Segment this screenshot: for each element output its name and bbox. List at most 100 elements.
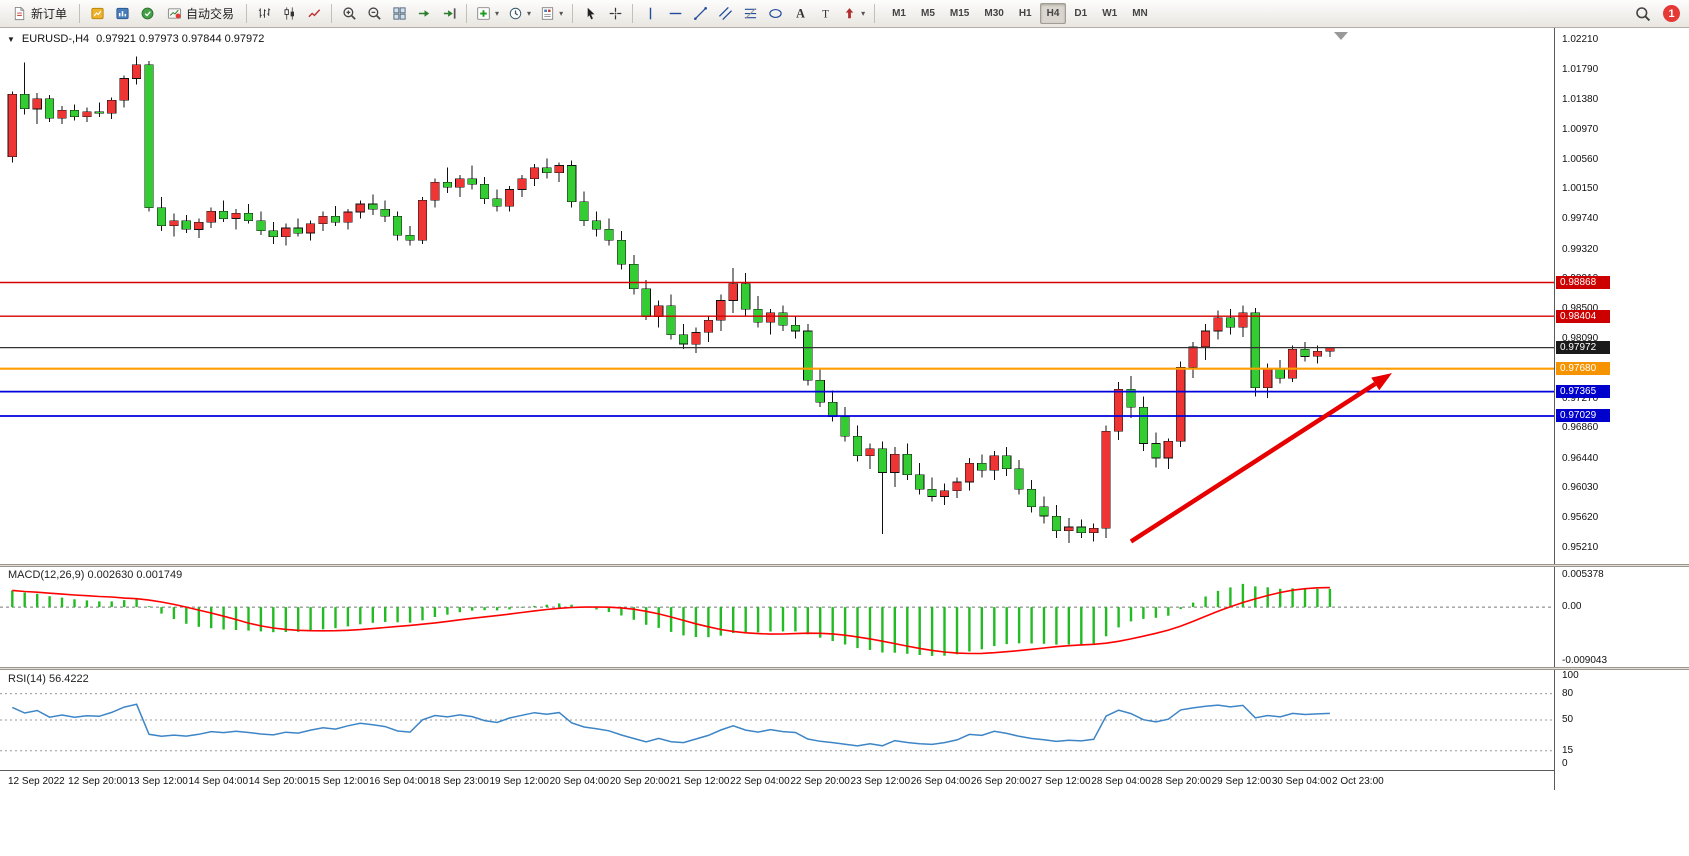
template-icon <box>541 7 554 20</box>
price-badge-resistance-1[interactable]: 0.98868 <box>1556 276 1610 290</box>
trendline-button[interactable] <box>688 2 712 25</box>
candlestick-chart-button[interactable] <box>277 2 301 25</box>
macd-signal-line <box>12 586 1330 655</box>
chart-title-overlay: ▼ EURUSD-,H4 0.97921 0.97973 0.97844 0.9… <box>7 33 264 45</box>
time-axis-label: 20 Sep 20:00 <box>609 776 670 787</box>
macd-axis-label: -0.009043 <box>1562 655 1608 666</box>
chart-shift-icon <box>443 8 456 19</box>
one-click-trading-toggle[interactable]: ▼ <box>7 34 15 44</box>
price-badge-resistance-2[interactable]: 0.98404 <box>1556 309 1610 323</box>
tile-windows-icon <box>392 7 406 20</box>
macd-panel <box>0 567 1554 667</box>
zoom-out-button[interactable] <box>362 2 386 25</box>
price-axis[interactable]: 1.02210 1.01790 1.01380 1.00970 1.00560 1.001… <box>1554 28 1689 790</box>
time-axis-label: 12 Sep 20:00 <box>68 776 128 787</box>
candlestick-chart-icon <box>284 7 294 20</box>
price-axis-label: 0.95210 <box>1562 542 1599 553</box>
navigator-button[interactable] <box>135 2 159 25</box>
text-label-button[interactable]: T <box>813 2 837 25</box>
rsi-axis-label: 0 <box>1562 758 1568 769</box>
cursor-button[interactable] <box>578 2 602 25</box>
new-order-icon <box>14 6 25 21</box>
arrow-object-icon <box>845 8 854 19</box>
macd-histogram <box>11 583 1332 656</box>
horizontal-line-icon <box>669 12 681 15</box>
fibonacci-button[interactable] <box>738 2 762 25</box>
auto-trading-label: 自动交易 <box>186 7 235 21</box>
macd-axis-label: 0.005378 <box>1562 569 1604 580</box>
timeframe-m15-button[interactable]: M15 <box>949 8 970 19</box>
time-axis-label: 15 Sep 12:00 <box>308 776 369 787</box>
periods-button[interactable]: ▾ <box>504 2 535 25</box>
main-price-chart[interactable] <box>0 28 1554 564</box>
auto-scroll-button[interactable] <box>412 2 436 25</box>
search-icon <box>1636 6 1651 21</box>
indicators-button[interactable]: ▾ <box>472 2 503 25</box>
vertical-line-button[interactable] <box>638 2 662 25</box>
arrows-caret-icon: ▾ <box>861 9 866 18</box>
panel-splitter[interactable] <box>0 564 1689 567</box>
price-axis-label: 0.99740 <box>1562 213 1599 225</box>
price-axis-label: 0.98500 <box>1562 303 1598 314</box>
timeframe-m30-button[interactable]: M30 <box>984 8 1004 19</box>
price-axis-label: 1.00150 <box>1562 183 1599 195</box>
chart-shift-marker[interactable] <box>1334 32 1348 40</box>
toolbar-separator <box>246 4 248 23</box>
price-axis-label: 1.01790 <box>1562 64 1599 76</box>
toolbar-right: 1 <box>1631 2 1684 25</box>
zoom-in-icon <box>342 7 356 20</box>
toolbar-separator <box>466 4 468 23</box>
templates-button[interactable]: ▾ <box>536 2 567 25</box>
bar-chart-button[interactable] <box>252 2 276 25</box>
time-axis-label: 12 Sep 2022 <box>8 776 65 787</box>
timeframe-m5-button[interactable]: M5 <box>921 8 935 19</box>
shapes-button[interactable] <box>763 2 787 25</box>
price-badge-support-blue-2[interactable]: 0.97029 <box>1556 409 1610 423</box>
line-chart-button[interactable] <box>302 2 326 25</box>
zoom-in-button[interactable] <box>337 2 361 25</box>
text-button[interactable]: A <box>788 2 812 25</box>
timeframe-w1-button[interactable]: W1 <box>1102 8 1118 19</box>
time-axis-label: 14 Sep 04:00 <box>188 776 249 787</box>
macd-axis-label: 0.00 <box>1562 601 1582 613</box>
time-axis[interactable]: 12 Sep 2022 12 Sep 20:00 13 Sep 12:00 14 Se… <box>0 770 1689 792</box>
price-axis-label: 1.00970 <box>1562 123 1599 135</box>
auto-trading-button[interactable]: 自动交易 <box>160 2 241 25</box>
arrows-button[interactable]: ▾ <box>838 2 869 25</box>
channel-button[interactable] <box>713 2 737 25</box>
time-axis-label: 20 Sep 04:00 <box>549 776 610 787</box>
timeframe-m1-button[interactable]: M1 <box>892 8 906 19</box>
notification-badge[interactable]: 1 <box>1663 5 1680 22</box>
horizontal-level-lines[interactable] <box>0 281 1554 417</box>
toolbar-separator <box>874 4 876 23</box>
timeframe-h4-button[interactable]: H4 <box>1039 3 1067 24</box>
time-axis-label: 27 Sep 12:00 <box>1031 776 1091 787</box>
price-axis-label: 0.96030 <box>1562 482 1599 494</box>
time-axis-label: 26 Sep 20:00 <box>970 776 1031 787</box>
trend-arrow[interactable] <box>1129 373 1392 544</box>
timeframe-d1-button[interactable]: D1 <box>1074 8 1088 19</box>
search-button[interactable] <box>1631 2 1655 25</box>
new-order-button[interactable]: 新订单 <box>5 2 74 25</box>
indicators-icon <box>477 7 490 20</box>
clock-icon <box>509 7 522 20</box>
bar-chart-icon <box>258 8 270 18</box>
timeframe-h1-button[interactable]: H1 <box>1018 8 1032 19</box>
chart-shift-button[interactable] <box>437 2 461 25</box>
timeframe-mn-button[interactable]: MN <box>1132 8 1148 19</box>
crosshair-button[interactable] <box>603 2 627 25</box>
price-badge-support-blue-1[interactable]: 0.97365 <box>1556 385 1610 399</box>
price-badge-current-price[interactable]: 0.97972 <box>1556 341 1610 355</box>
rsi-axis-label: 80 <box>1562 687 1574 699</box>
market-watch-button[interactable] <box>85 2 109 25</box>
time-axis-label: 29 Sep 12:00 <box>1211 776 1272 787</box>
timeframe-group: M1 M5 M15 M30 H1 H4 D1 W1 MN <box>885 3 1155 24</box>
price-badge-support-orange[interactable]: 0.97680 <box>1556 362 1610 376</box>
price-axis-label: 0.96440 <box>1562 452 1599 464</box>
tile-windows-button[interactable] <box>387 2 411 25</box>
chart-window-button[interactable] <box>110 2 134 25</box>
horizontal-line-button[interactable] <box>663 2 687 25</box>
price-axis-label: 0.95620 <box>1562 512 1599 524</box>
panel-splitter[interactable] <box>0 667 1689 670</box>
